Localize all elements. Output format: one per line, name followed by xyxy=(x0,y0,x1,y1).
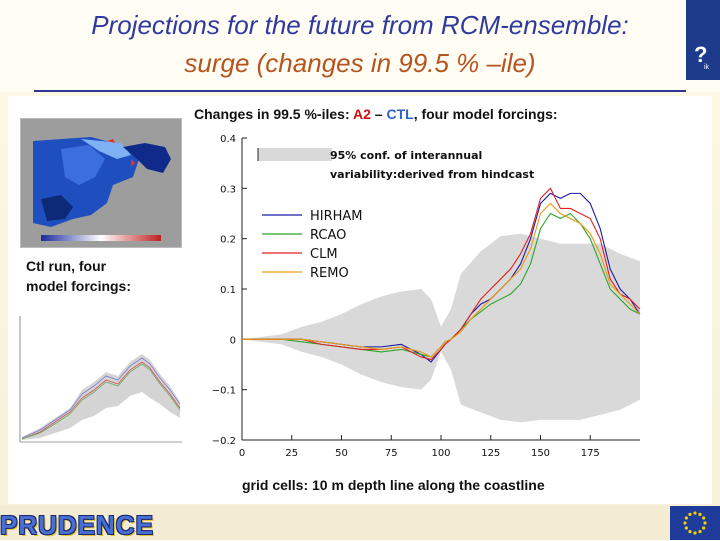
slide-title-line1: Projections for the future from RCM-ense… xyxy=(91,10,629,40)
ctl-run-label-line2: model forcings: xyxy=(26,278,132,294)
slide-title-line2: surge (changes in 99.5 % –ile) xyxy=(184,48,536,78)
series-line-remo xyxy=(242,202,641,358)
chart-title-ctl: CTL xyxy=(386,106,414,122)
eu-star xyxy=(688,530,692,534)
legend-label-remo: REMO xyxy=(310,266,349,281)
y-axis-ticks: 0.4 0.3 0.2 0.1 0 −0.1 −0.2 xyxy=(212,134,247,447)
eu-star xyxy=(683,521,687,525)
legend-label-clm: CLM xyxy=(310,247,338,262)
x-tick-label: 175 xyxy=(581,448,600,459)
legend-label-hirham: HIRHAM xyxy=(310,209,363,224)
chart-title-dash: – xyxy=(370,106,387,122)
eu-star xyxy=(698,530,702,534)
x-axis-ticks: 0 25 50 75 100 125 150 175 xyxy=(239,435,600,459)
y-tick-label: 0.4 xyxy=(220,134,236,145)
eu-star xyxy=(703,521,707,525)
chart-title-a2: A2 xyxy=(352,106,371,122)
institute-logo-glyph: ? xyxy=(694,42,708,67)
eu-star xyxy=(684,526,688,530)
x-tick-label: 75 xyxy=(385,448,398,459)
series-line-clm xyxy=(242,187,641,361)
eu-star xyxy=(693,511,697,515)
title-divider xyxy=(34,90,686,92)
x-axis-label: grid cells: 10 m depth line along the co… xyxy=(242,477,545,493)
y-tick-label: 0.3 xyxy=(220,184,236,195)
y-tick-label: 0.2 xyxy=(220,235,236,246)
chart-title: Changes in 99.5 %-iles: A2 – CTL, four m… xyxy=(194,106,558,122)
prudence-logo: PRUDENCE xyxy=(0,510,154,540)
title-band xyxy=(0,0,720,92)
institute-logo: ? ik xyxy=(686,0,720,80)
x-tick-label: 0 xyxy=(239,448,245,459)
footer-strip xyxy=(0,506,720,540)
eu-star xyxy=(698,512,702,516)
y-tick-label: 0.1 xyxy=(220,285,236,296)
x-tick-label: 50 xyxy=(335,448,348,459)
confidence-band xyxy=(242,233,640,423)
series-legend: HIRHAM RCAO CLM REMO xyxy=(262,209,363,281)
eu-flag-icon xyxy=(670,506,720,540)
band-legend-line1: 95% conf. of interannual xyxy=(330,149,482,162)
eu-star xyxy=(702,516,706,520)
ctl-run-label-line1: Ctl run, four xyxy=(26,258,107,274)
band-legend-line2: variability:derived from hindcast xyxy=(330,168,534,181)
x-tick-label: 125 xyxy=(481,448,500,459)
x-tick-label: 150 xyxy=(531,448,550,459)
series-lines xyxy=(242,187,641,363)
surge-map-thumbnail xyxy=(20,118,182,248)
eu-star xyxy=(693,531,697,535)
legend-label-rcao: RCAO xyxy=(310,228,346,243)
y-tick-label: −0.2 xyxy=(212,436,236,447)
eu-star xyxy=(684,516,688,520)
y-tick-label: 0 xyxy=(230,335,236,346)
x-tick-label: 25 xyxy=(285,448,298,459)
chart-title-part1: Changes in 99.5 %-iles: xyxy=(194,106,353,122)
ctl-run-thumbnail-chart xyxy=(10,312,188,452)
map-image xyxy=(21,119,181,247)
y-tick-label: −0.1 xyxy=(212,386,236,397)
chart-title-part2: , four model forcings: xyxy=(413,106,558,122)
x-tick-label: 100 xyxy=(431,448,450,459)
institute-logo-text: ik xyxy=(704,64,710,71)
surge-change-chart: 0.4 0.3 0.2 0.1 0 −0.1 −0.2 0 25 50 75 100 125 150 17… xyxy=(212,134,650,459)
eu-star xyxy=(688,512,692,516)
eu-star xyxy=(702,526,706,530)
band-legend-swatch xyxy=(258,148,332,161)
